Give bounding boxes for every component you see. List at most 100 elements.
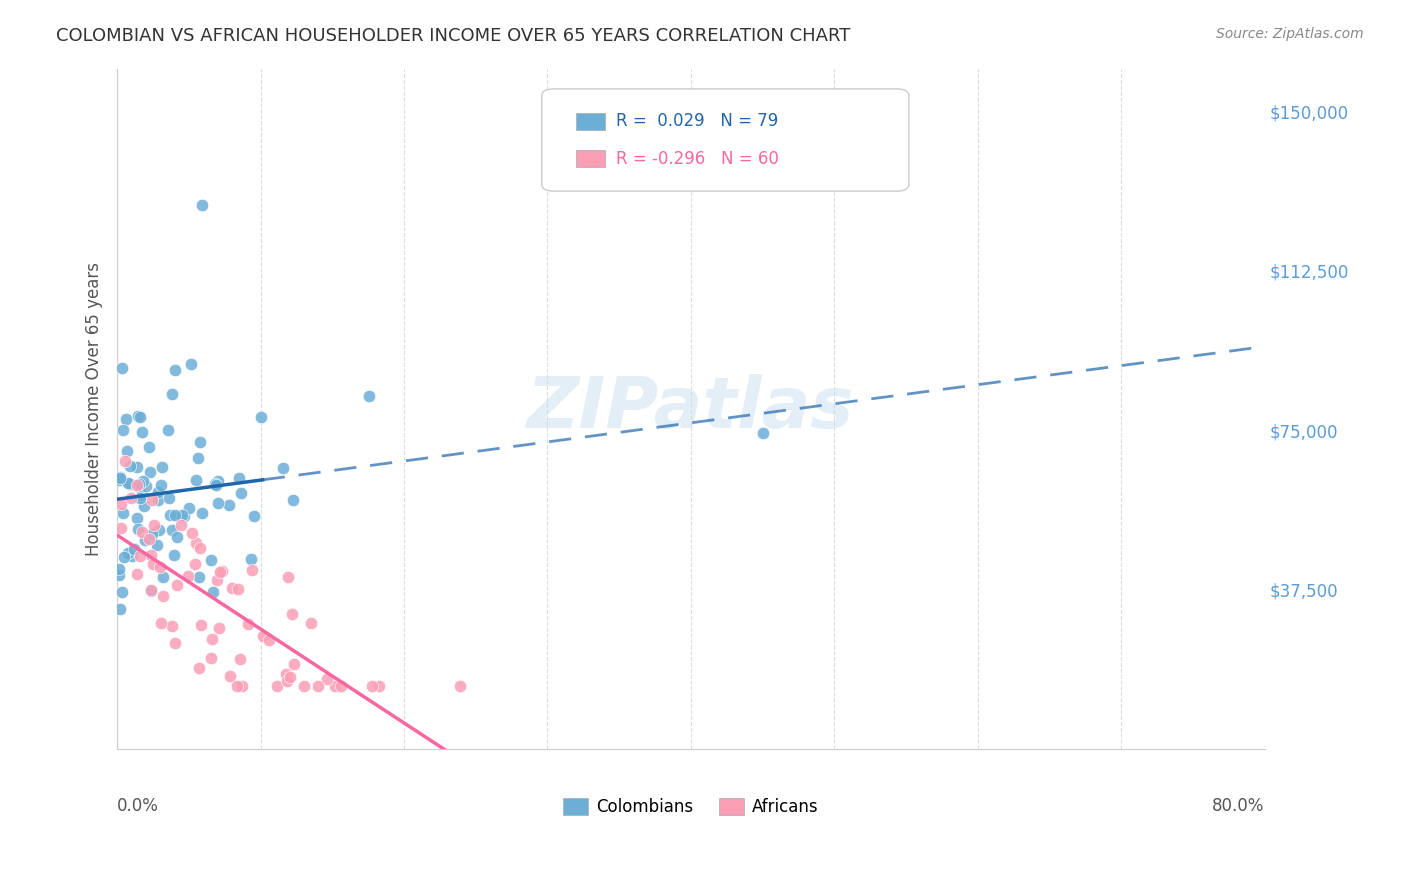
Point [278, 670, 301, 684]
Point [271, 461, 294, 475]
Point [202, 584, 225, 599]
Point [107, 567, 129, 582]
Point [112, 550, 135, 565]
Point [131, 488, 153, 502]
Point [138, 441, 160, 455]
Point [190, 618, 212, 632]
Point [148, 523, 170, 537]
Point [118, 459, 141, 474]
Point [236, 616, 259, 631]
Text: COLOMBIAN VS AFRICAN HOUSEHOLDER INCOME OVER 65 YEARS CORRELATION CHART: COLOMBIAN VS AFRICAN HOUSEHOLDER INCOME … [56, 27, 851, 45]
Point [180, 357, 202, 371]
Point [173, 508, 195, 523]
Point [117, 476, 139, 491]
Point [449, 679, 471, 693]
Point [117, 546, 139, 560]
Point [218, 499, 240, 513]
Point [135, 478, 157, 492]
Point [127, 409, 149, 423]
Point [204, 477, 226, 491]
Point [276, 674, 298, 689]
Point [115, 444, 138, 458]
Point [274, 666, 297, 681]
Text: 0.0%: 0.0% [117, 797, 159, 815]
Point [150, 477, 173, 491]
Legend: Colombians, Africans: Colombians, Africans [557, 791, 825, 822]
Text: R =  0.029   N = 79: R = 0.029 N = 79 [616, 112, 779, 130]
Point [225, 679, 247, 693]
Point [299, 615, 322, 630]
Point [163, 548, 186, 562]
Point [107, 474, 129, 488]
Point [115, 412, 138, 426]
Point [228, 471, 250, 485]
Point [207, 496, 229, 510]
Point [125, 460, 148, 475]
Point [149, 560, 172, 574]
Point [127, 511, 149, 525]
Point [125, 477, 148, 491]
Point [160, 619, 183, 633]
Point [252, 630, 274, 644]
Text: R = -0.296   N = 60: R = -0.296 N = 60 [616, 150, 779, 168]
Y-axis label: Householder Income Over 65 years: Householder Income Over 65 years [86, 262, 103, 556]
Point [277, 569, 299, 583]
Point [131, 425, 153, 439]
Point [243, 509, 266, 524]
Point [110, 497, 132, 511]
Point [207, 474, 229, 488]
Point [191, 197, 214, 211]
Point [283, 657, 305, 671]
Point [307, 679, 329, 693]
Point [191, 506, 214, 520]
Point [152, 570, 174, 584]
FancyBboxPatch shape [541, 89, 908, 191]
Point [166, 578, 188, 592]
Point [170, 508, 193, 522]
Point [188, 434, 211, 449]
Point [108, 469, 131, 483]
Point [201, 632, 224, 647]
Text: 80.0%: 80.0% [1212, 797, 1264, 815]
Point [142, 558, 165, 572]
Point [148, 485, 170, 500]
Point [186, 473, 208, 487]
Point [129, 410, 152, 425]
Point [139, 465, 162, 479]
Point [162, 387, 184, 401]
Point [128, 480, 150, 494]
Point [122, 542, 145, 557]
Point [127, 566, 149, 581]
Point [127, 522, 149, 536]
Point [150, 460, 173, 475]
Point [205, 478, 228, 492]
Point [157, 491, 180, 505]
Point [114, 454, 136, 468]
Point [188, 661, 211, 675]
Point [367, 679, 389, 693]
Point [316, 672, 339, 686]
Point [150, 616, 173, 631]
Point [139, 548, 162, 562]
Point [134, 533, 156, 548]
Point [266, 679, 288, 693]
Point [159, 508, 181, 522]
Point [181, 525, 204, 540]
Point [292, 679, 315, 693]
Point [226, 582, 249, 597]
Point [111, 361, 134, 376]
Point [219, 669, 242, 683]
Point [239, 551, 262, 566]
Point [240, 563, 263, 577]
Point [141, 526, 163, 541]
Point [128, 549, 150, 563]
Point [141, 583, 163, 598]
Point [111, 585, 134, 599]
Point [131, 474, 153, 488]
Point [229, 651, 252, 665]
Text: ZIPatlas: ZIPatlas [527, 375, 855, 443]
Point [359, 389, 381, 403]
Point [131, 525, 153, 540]
Point [163, 636, 186, 650]
Point [163, 363, 186, 377]
